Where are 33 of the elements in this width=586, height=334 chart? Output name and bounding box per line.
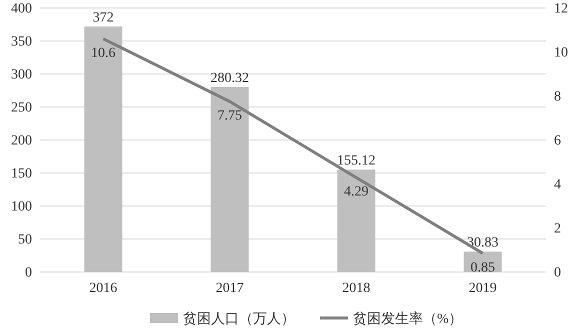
y-tick-label: 0 bbox=[25, 265, 32, 280]
data-label: 0.85 bbox=[470, 260, 495, 276]
bar bbox=[210, 86, 249, 272]
y-tick-label: 300 bbox=[11, 67, 32, 82]
y2-tick-label: 8 bbox=[554, 89, 561, 104]
y2-tick-label: 10 bbox=[554, 45, 568, 60]
y2-tick-label: 6 bbox=[554, 133, 561, 148]
y-tick-label: 250 bbox=[11, 100, 32, 116]
x-tick-label: 2016 bbox=[89, 280, 118, 296]
bar bbox=[337, 170, 376, 272]
y2-tick-label: 4 bbox=[554, 177, 561, 192]
data-label: 372 bbox=[92, 10, 114, 26]
legend-label: 贫困发生率（%） bbox=[353, 311, 463, 327]
y-tick-label: 100 bbox=[11, 199, 32, 214]
data-label: 280.32 bbox=[210, 70, 249, 86]
data-label: 30.83 bbox=[467, 236, 498, 251]
x-tick-label: 2017 bbox=[216, 280, 244, 296]
y-tick-label: 50 bbox=[18, 232, 32, 248]
y-tick-label: 150 bbox=[11, 166, 32, 182]
y2-tick-label: 2 bbox=[554, 221, 561, 236]
data-label: 155.12 bbox=[337, 154, 376, 169]
data-label: 7.75 bbox=[218, 108, 242, 124]
data-label: 10.6 bbox=[91, 46, 116, 61]
y2-tick-label: 0 bbox=[554, 265, 561, 280]
y-tick-label: 350 bbox=[11, 34, 32, 50]
x-tick-label: 2018 bbox=[342, 280, 370, 296]
y-tick-label: 400 bbox=[11, 1, 32, 16]
y2-tick-label: 12 bbox=[554, 1, 568, 16]
data-label: 4.29 bbox=[344, 184, 368, 200]
legend-label: 贫困人口（万人） bbox=[183, 311, 295, 327]
y-tick-label: 200 bbox=[11, 133, 32, 148]
x-tick-label: 2019 bbox=[468, 280, 497, 296]
bar bbox=[84, 26, 122, 272]
